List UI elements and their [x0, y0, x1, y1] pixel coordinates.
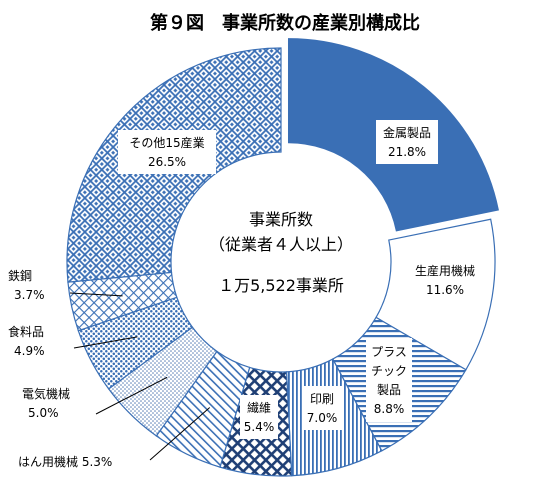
leader-line-6 [149, 407, 211, 461]
donut-slices [66, 38, 499, 477]
data-label-category-1: 金属製品 [383, 125, 431, 140]
data-label-category-9: 鉄鋼 [8, 268, 32, 283]
data-label-bg-1 [376, 120, 438, 164]
data-label-bg-5 [240, 395, 278, 439]
data-label-category-5: 繊維 [247, 401, 271, 415]
chart-title: 第９図 事業所数の産業別構成比 [150, 12, 420, 34]
leader-line-8 [73, 336, 138, 349]
center-line-2: （従業者４人以上） [209, 235, 353, 254]
data-label-bg-10 [118, 130, 216, 174]
data-label-category-3: プラス [371, 345, 407, 359]
data-label-bg-2 [404, 258, 486, 302]
center-line-3: １万5,522事業所 [218, 276, 344, 295]
data-label-value-8: 4.9% [14, 344, 45, 358]
data-label-category-8: 食料品 [8, 324, 44, 339]
data-label-category-2: 生産用機械 [415, 263, 475, 278]
data-label-category-4: 印刷 [310, 392, 334, 406]
data-label-bg-4 [302, 386, 342, 430]
leader-line-9 [69, 292, 123, 297]
data-label-value-7: 5.0% [28, 406, 59, 420]
data-label-value-2: 11.6% [426, 283, 464, 297]
center-label: 事業所数 （従業者４人以上） １万5,522事業所 [209, 210, 353, 295]
data-label-value-9: 3.7% [14, 288, 45, 302]
data-label-value-6: はん用機械 5.3% [18, 454, 112, 469]
data-label-value-10: 26.5% [148, 155, 186, 169]
leader-line-7 [95, 376, 168, 415]
data-label-category-7: 電気機械 [22, 386, 70, 401]
data-label-value-4: 7.0% [307, 411, 338, 425]
data-label-category-3: チック [371, 364, 407, 378]
data-label-value-3: 8.8% [374, 402, 405, 416]
data-label-value-1: 21.8% [388, 145, 426, 159]
data-label-bg-3 [366, 338, 412, 422]
center-line-1: 事業所数 [249, 210, 313, 229]
data-label-category-3: 製品 [377, 383, 401, 397]
data-label-value-5: 5.4% [244, 420, 275, 434]
data-label-category-10: その他15産業 [129, 135, 204, 150]
